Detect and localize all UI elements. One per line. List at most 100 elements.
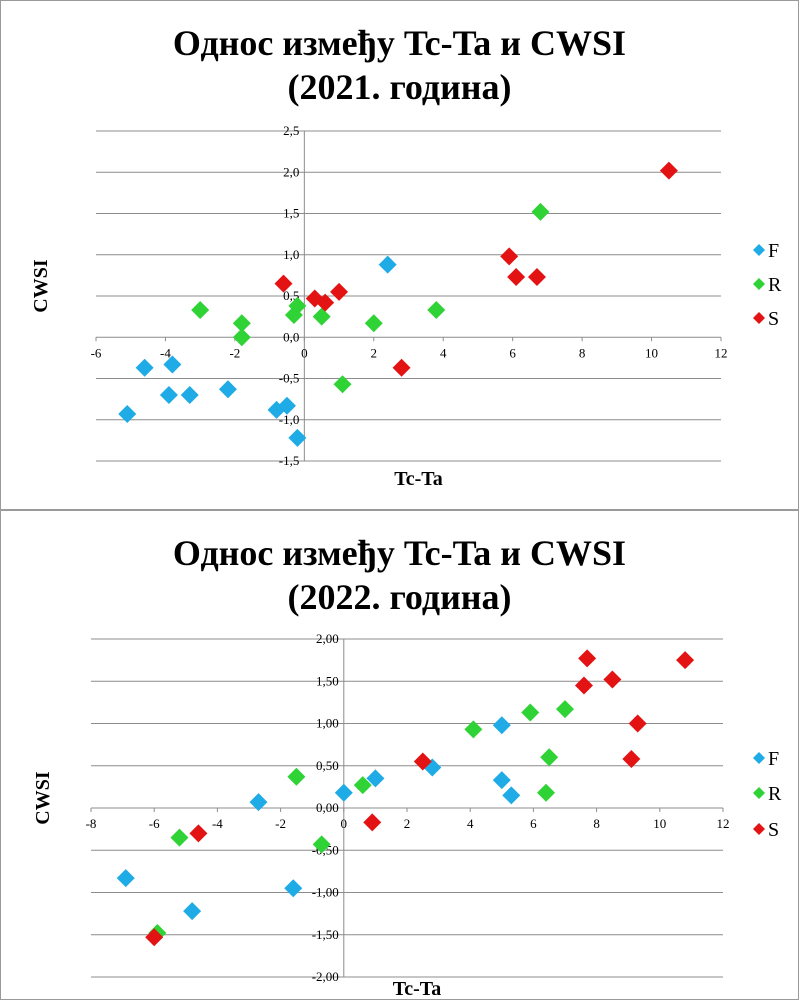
y-tick-label: -0,5: [279, 371, 300, 386]
x-tick-label: -6: [149, 816, 160, 831]
data-point-F: [163, 355, 182, 374]
data-point-F: [159, 386, 178, 404]
y-tick-label: -1,00: [312, 885, 339, 900]
data-point-R: [288, 296, 307, 315]
scatter-plot-2022: 2,001,501,000,500,00-0,50-1,00-1,50-2,00…: [32, 631, 782, 1000]
x-tick-label: 2: [371, 345, 378, 360]
data-point-S: [507, 268, 526, 287]
y-tick-label: -1,5: [279, 453, 300, 468]
data-point-F: [492, 771, 511, 790]
data-point-F: [492, 716, 511, 735]
data-point-R: [333, 375, 352, 394]
x-tick-label: -6: [91, 345, 102, 360]
data-point-R: [353, 776, 372, 795]
data-point-R: [521, 703, 540, 722]
chart-panel-2022: Однос између Tc-Ta и CWSI (2022. година)…: [0, 510, 799, 1000]
data-point-R: [287, 767, 306, 786]
chart-title: Однос између Tc-Ta и CWSI (2022. година): [1, 531, 798, 619]
x-tick-label: 4: [467, 816, 474, 831]
x-axis-title: Tc-Ta: [393, 978, 442, 1000]
legend-marker-R: [753, 787, 765, 799]
data-point-S: [392, 358, 411, 377]
data-point-R: [312, 307, 331, 326]
x-tick-label: 2: [404, 816, 411, 831]
y-axis-title: CWSI: [30, 259, 52, 313]
data-point-S: [574, 676, 593, 695]
data-point-S: [316, 293, 335, 312]
chart-title-line1: Однос између Tc-Ta и CWSI: [172, 533, 627, 573]
x-tick-label: 10: [645, 345, 658, 360]
legend-label-S: S: [768, 819, 779, 841]
data-point-R: [170, 828, 189, 847]
x-tick-label: 0: [301, 345, 308, 360]
data-point-S: [628, 714, 647, 733]
data-point-F: [378, 255, 397, 274]
x-tick-label: 6: [530, 816, 537, 831]
data-point-S: [500, 247, 519, 266]
y-tick-label: 1,5: [283, 206, 299, 221]
data-point-S: [622, 749, 641, 768]
data-point-R: [191, 301, 210, 320]
data-point-S: [363, 813, 382, 832]
data-point-R: [556, 700, 574, 719]
y-tick-label: 2,5: [283, 123, 299, 138]
y-tick-label: 1,50: [316, 673, 339, 688]
data-point-F: [502, 786, 521, 805]
chart-panel-2021: Однос између Tc-Ta и CWSI (2021. година)…: [0, 0, 799, 510]
legend-label-R: R: [768, 783, 782, 805]
data-point-S: [659, 161, 678, 180]
y-tick-label: 0,00: [316, 800, 339, 815]
y-tick-label: -1,0: [279, 412, 300, 427]
data-point-F: [288, 428, 307, 447]
x-tick-label: 4: [440, 345, 447, 360]
x-tick-label: 10: [653, 816, 666, 831]
legend-marker-S: [753, 312, 765, 324]
data-point-S: [330, 282, 349, 301]
y-tick-label: 0,50: [316, 758, 339, 773]
data-point-F: [284, 879, 303, 898]
legend-label-R: R: [768, 274, 782, 296]
data-point-R: [464, 720, 483, 739]
data-point-S: [274, 274, 293, 293]
legend-label-S: S: [768, 308, 779, 330]
y-axis-title: CWSI: [32, 771, 54, 825]
data-point-R: [232, 328, 251, 347]
data-point-F: [366, 769, 385, 788]
data-point-R: [537, 783, 556, 802]
data-point-S: [413, 752, 432, 771]
y-tick-label: 2,0: [283, 164, 299, 179]
data-point-R: [540, 748, 559, 767]
legend-marker-R: [753, 278, 765, 290]
scatter-plot-2021: 2,52,01,51,00,50,0-0,5-1,0-1,5-6 -4 -2 0 2 4 6…: [30, 123, 782, 490]
data-point-S: [189, 824, 208, 843]
y-tick-label: 1,00: [316, 716, 339, 731]
data-point-F: [249, 793, 268, 812]
chart-title-line2: (2022. година): [287, 577, 512, 617]
x-tick-label: 0: [341, 816, 348, 831]
legend-label-F: F: [768, 748, 779, 770]
x-tick-label: -4: [212, 816, 223, 831]
data-point-S: [676, 651, 695, 670]
data-point-S: [578, 649, 597, 668]
chart-title: Однос између Tc-Ta и CWSI (2021. година): [1, 21, 798, 109]
data-point-F: [116, 869, 135, 888]
x-tick-label: 6: [509, 345, 516, 360]
data-point-R: [312, 835, 331, 854]
y-tick-label: -1,50: [312, 927, 339, 942]
data-point-R: [531, 202, 550, 221]
data-point-F: [334, 783, 353, 802]
data-point-S: [145, 928, 164, 947]
data-point-F: [218, 380, 237, 399]
x-axis-title: Tc-Ta: [394, 468, 443, 490]
legend-label-F: F: [768, 240, 779, 262]
x-tick-label: 8: [579, 345, 586, 360]
y-tick-label: 1,0: [283, 247, 299, 262]
chart-title-line2: (2021. година): [287, 67, 512, 107]
x-tick-label: -8: [86, 816, 97, 831]
chart-title-line1: Однос између Tc-Ta и CWSI: [172, 23, 627, 63]
data-point-F: [135, 358, 154, 377]
data-point-F: [118, 404, 137, 423]
data-point-S: [527, 268, 546, 287]
data-point-R: [427, 301, 446, 320]
x-tick-label: 12: [717, 816, 730, 831]
